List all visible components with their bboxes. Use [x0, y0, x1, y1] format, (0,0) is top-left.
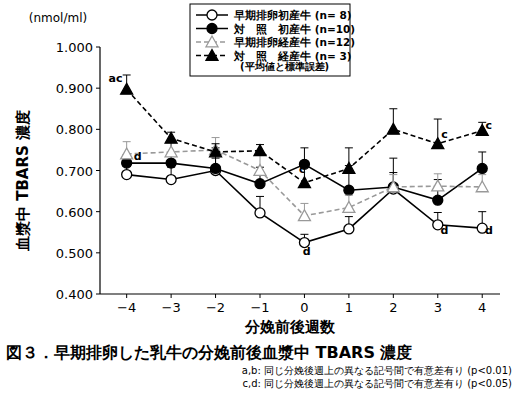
point: [166, 158, 176, 168]
y-tick: [96, 47, 100, 48]
x-tick: [215, 294, 216, 298]
x-tick: [171, 294, 172, 298]
x-tick-label: 0: [300, 300, 308, 315]
series-line: [127, 163, 483, 200]
annotation: ac: [109, 72, 123, 85]
y-tick-label: 0.600: [56, 205, 93, 220]
note: a,b: 同じ分娩後週上の異なる記号間で有意差有り (p<0.01): [242, 365, 512, 376]
x-tick-label: −3: [162, 300, 181, 315]
point: [254, 165, 266, 176]
y-tick-label: 0.900: [56, 81, 93, 96]
x-tick: [482, 294, 483, 298]
point: [343, 162, 355, 173]
y-tick: [96, 211, 100, 212]
point: [210, 146, 222, 157]
y-tick-label: 0.700: [56, 164, 93, 179]
chart: 0.400 0.500 0.600 0.700 0.800 0.900 1.000 −4 −3 −…: [0, 0, 520, 396]
series-line: [127, 171, 483, 243]
y-tick: [96, 294, 100, 295]
point: [211, 163, 221, 173]
annotation: c: [299, 163, 306, 176]
x-tick-label: −4: [117, 300, 136, 315]
x-axis: [100, 293, 500, 294]
point: [344, 224, 354, 234]
x-tick: [393, 294, 394, 298]
x-tick: [348, 294, 349, 298]
point: [298, 177, 310, 188]
y-tick-label: 0.400: [56, 287, 93, 302]
point: [121, 83, 133, 94]
x-axis-label: 分娩前後週数: [244, 318, 336, 336]
point: [255, 208, 265, 218]
point: [477, 163, 487, 173]
point: [255, 179, 265, 189]
point: [387, 181, 399, 192]
point: [121, 148, 133, 159]
point: [343, 202, 355, 213]
legend-marker: [206, 36, 218, 47]
annotation: c: [441, 128, 448, 141]
y-tick-label: 0.800: [56, 122, 93, 137]
title: 図３．早期排卵した乳牛の分娩前後血漿中 TBARS 濃度: [6, 343, 412, 362]
point: [432, 180, 444, 191]
annotation: d: [303, 245, 311, 258]
annotation: d: [485, 224, 493, 237]
point: [165, 146, 177, 157]
point: [122, 158, 132, 168]
legend-label: 早期排卵経産牛 (n=12): [233, 36, 355, 48]
legend-note: (平均値と標準誤差): [240, 61, 329, 72]
x-tick: [437, 294, 438, 298]
y-tick: [96, 129, 100, 130]
legend-marker: [207, 24, 217, 34]
annotation: d: [441, 224, 449, 237]
y-unit: (nmol/ml): [29, 11, 87, 25]
point: [387, 123, 399, 134]
point: [476, 181, 488, 192]
point: [166, 175, 176, 185]
point: [433, 195, 443, 205]
series-line: [127, 89, 483, 182]
annotation: d: [134, 150, 142, 163]
y-tick-label: 0.500: [56, 246, 93, 261]
series-line: [127, 150, 483, 216]
legend-label: 早期排卵初産牛 (n= 8): [233, 9, 352, 21]
x-tick-label: 4: [478, 300, 486, 315]
x-tick: [304, 294, 305, 298]
annotation: c: [486, 119, 493, 132]
y-tick: [96, 88, 100, 89]
x-tick-label: −2: [206, 300, 225, 315]
point: [298, 210, 310, 221]
legend-marker: [206, 50, 218, 61]
y-tick-label: 1.000: [56, 40, 93, 55]
legend-marker: [207, 10, 217, 20]
y-tick: [96, 252, 100, 253]
note: c,d: 同じ分娩後週上の異なる記号間で有意差有り (p<0.05): [242, 378, 512, 389]
x-tick-label: 1: [345, 300, 353, 315]
x-tick: [260, 294, 261, 298]
point: [165, 132, 177, 143]
x-tick-label: 2: [389, 300, 397, 315]
point: [254, 145, 266, 156]
y-axis-label: 血漿中 TBARS 濃度: [14, 110, 32, 252]
y-tick: [96, 170, 100, 171]
x-tick-label: −1: [250, 300, 269, 315]
plot-area: [121, 75, 489, 248]
x-tick: [126, 294, 127, 298]
point: [122, 170, 132, 180]
legend-label: 対 照 初産牛 (n=10): [233, 23, 355, 36]
point: [344, 185, 354, 195]
point: [388, 182, 398, 192]
x-tick-label: 3: [434, 300, 442, 315]
